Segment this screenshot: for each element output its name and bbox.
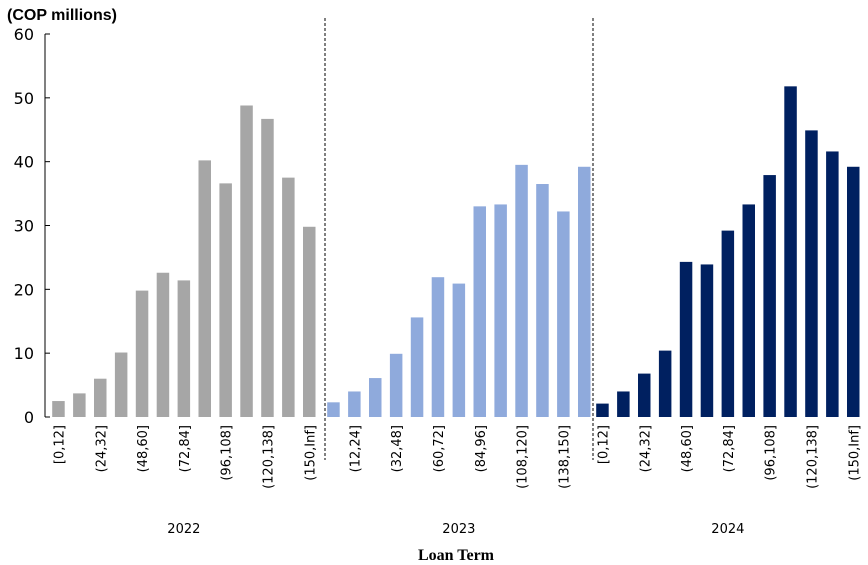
bar-2023-8 — [473, 206, 486, 417]
bar-2024-13 — [847, 166, 860, 417]
year-label-2022: 2022 — [167, 522, 200, 537]
y-tick-label: 30 — [14, 217, 34, 236]
bar-2022-5 — [135, 290, 149, 417]
unit-label: (COP millions) — [7, 7, 117, 24]
y-tick-label: 20 — [14, 280, 34, 299]
bar-2022-7 — [177, 280, 191, 417]
bar-2022-12 — [282, 177, 295, 417]
x-tick-label: (120,138] — [805, 425, 820, 489]
bar-2023-1 — [327, 402, 340, 417]
x-tick-label: (96,108] — [220, 425, 235, 481]
bar-2024-8 — [742, 204, 755, 417]
bar-2022-9 — [219, 183, 232, 417]
bar-2024-6 — [700, 264, 714, 417]
x-tick-label: (72,84] — [178, 425, 193, 472]
x-tick-label: (48,60] — [136, 425, 151, 472]
x-tick-label: (138,150] — [557, 425, 572, 489]
x-tick-label: (24,32] — [94, 425, 109, 472]
bar-2024-10 — [784, 86, 797, 418]
year-separators — [324, 18, 594, 460]
x-tick-label: (84,96] — [474, 425, 489, 472]
x-tick-label: (150,Inf] — [303, 425, 318, 481]
bar-2024-12 — [826, 151, 839, 417]
bars — [52, 86, 860, 418]
bar-2024-1 — [596, 403, 609, 417]
bar-2024-3 — [638, 373, 651, 417]
bar-2022-2 — [73, 393, 86, 417]
bar-2024-11 — [805, 130, 818, 417]
x-tick-label: (120,138] — [261, 425, 276, 489]
bar-2022-10 — [240, 105, 253, 417]
x-tick-labels: [0,12] (24,32] (48,60] (72,84] (96,108] (120,… — [52, 425, 862, 489]
bar-2022-1 — [52, 401, 65, 417]
x-tick-label: [0,12] — [52, 425, 67, 464]
y-tick-label: 0 — [24, 408, 34, 427]
bar-2023-6 — [431, 277, 445, 417]
x-tick-label: (96,108] — [764, 425, 779, 481]
year-group-labels: 2022 2023 2024 — [167, 522, 744, 537]
bar-2024-4 — [658, 350, 672, 417]
bar-2022-3 — [94, 378, 107, 417]
bar-2023-9 — [494, 204, 507, 417]
bar-2023-12 — [557, 211, 570, 417]
x-tick-label: (32,48] — [390, 425, 405, 472]
bar-2023-5 — [410, 317, 424, 417]
year-label-2023: 2023 — [442, 522, 475, 537]
bar-2024-5 — [679, 261, 693, 417]
y-axis: 0 10 20 30 40 50 60 — [14, 25, 50, 427]
bar-2022-4 — [114, 352, 128, 417]
y-tick-label: 60 — [14, 25, 34, 44]
bar-2023-7 — [452, 283, 466, 417]
bar-2023-2 — [348, 391, 361, 417]
x-tick-label: (150,Inf] — [847, 425, 862, 481]
bar-2022-8 — [198, 160, 211, 417]
bar-2023-4 — [389, 353, 403, 417]
year-label-2024: 2024 — [711, 522, 744, 537]
x-tick-label: (108,120] — [516, 425, 531, 489]
bar-2022-11 — [261, 118, 274, 418]
x-tick-label: (12,24] — [348, 425, 363, 472]
bar-2024-9 — [763, 175, 776, 417]
x-tick-label: (48,60] — [680, 425, 695, 472]
y-tick-label: 10 — [14, 344, 34, 363]
bar-2022-13 — [303, 226, 316, 417]
bar-2023-3 — [369, 378, 382, 417]
x-tick-label: (60,72] — [432, 425, 447, 472]
y-tick-label: 40 — [14, 153, 34, 172]
x-tick-label: (24,32] — [638, 425, 653, 472]
x-tick-label: [0,12] — [596, 425, 611, 464]
bar-2024-2 — [617, 391, 630, 417]
bar-2023-10 — [515, 164, 528, 417]
y-tick-label: 50 — [14, 89, 34, 108]
x-tick-label: (72,84] — [722, 425, 737, 472]
bar-2024-7 — [721, 230, 735, 417]
bar-2022-6 — [156, 272, 170, 417]
x-axis-title: Loan Term — [418, 547, 495, 564]
bar-2023-13 — [578, 166, 591, 417]
bar-2023-11 — [536, 184, 549, 417]
